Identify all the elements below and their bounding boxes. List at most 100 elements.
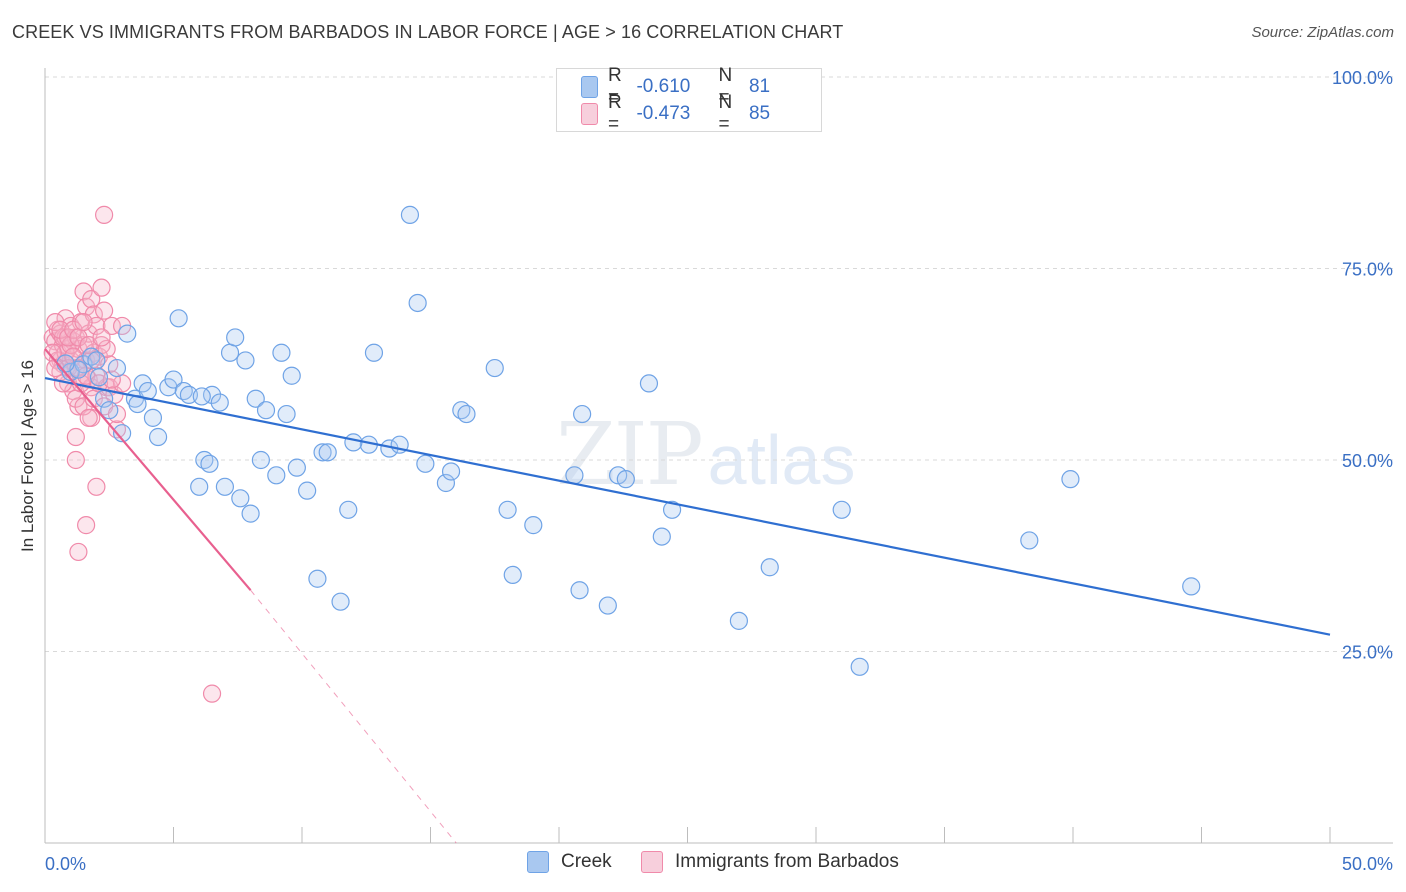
legend-r-value: -0.473 xyxy=(636,103,691,124)
barbados-point xyxy=(66,427,85,447)
creek-point xyxy=(236,351,255,370)
creek-point xyxy=(416,454,435,473)
creek-point xyxy=(570,581,589,600)
creek-point xyxy=(616,470,635,489)
creek-point xyxy=(143,408,163,427)
barbados-point xyxy=(79,408,98,427)
creek-point xyxy=(100,401,119,420)
creek-point xyxy=(192,387,211,406)
barbados-point xyxy=(202,684,222,703)
legend-n-label: N = xyxy=(718,65,733,108)
series-label-creek: Creek xyxy=(561,851,612,872)
creek-point xyxy=(729,611,749,630)
creek-point xyxy=(364,343,384,362)
creek-point xyxy=(573,404,592,424)
watermark-zip: ZIP xyxy=(556,405,704,505)
creek-point xyxy=(344,433,363,452)
creek-point xyxy=(89,368,109,387)
creek-point xyxy=(231,489,250,508)
creek-point xyxy=(598,596,617,615)
y-tick-label: 75.0% xyxy=(1342,260,1393,280)
creek-point xyxy=(1061,470,1080,489)
source-label: Source: ZipAtlas.com xyxy=(1251,24,1394,41)
series-legend-barbados[interactable]: Immigrants from Barbados xyxy=(641,851,899,873)
creek-point xyxy=(169,309,188,328)
creek-point xyxy=(256,401,276,420)
creek-point xyxy=(1182,577,1201,596)
series-label-barbados: Immigrants from Barbados xyxy=(675,851,899,872)
barbados-point xyxy=(92,328,111,347)
barbados-point xyxy=(84,305,103,324)
creek-point xyxy=(400,205,420,224)
creek-point xyxy=(313,443,332,462)
creek-point xyxy=(1020,531,1039,550)
legend-n-value: 81 xyxy=(748,76,771,97)
x-tick-label: 0.0% xyxy=(45,854,86,874)
creek-point xyxy=(112,424,132,443)
creek-point xyxy=(118,324,137,343)
barbados-point xyxy=(74,397,93,416)
legend-r-value: -0.610 xyxy=(636,76,691,97)
barbados-point xyxy=(102,316,121,336)
series-legend-creek[interactable]: Creek xyxy=(527,851,612,873)
barbados-point xyxy=(95,205,114,224)
barbados-point xyxy=(43,343,62,362)
barbados-point xyxy=(77,516,96,535)
creek-point xyxy=(318,443,337,462)
barbados-point xyxy=(66,450,85,470)
barbados-point xyxy=(87,477,106,496)
series-swatch-creek xyxy=(527,851,549,873)
creek-point xyxy=(107,358,127,378)
creek-point xyxy=(832,500,851,519)
correlation-legend: R = -0.610 N = 81 R = -0.473 N = 85 xyxy=(556,65,822,135)
creek-point xyxy=(87,351,106,370)
barbados-trend-line xyxy=(44,348,252,591)
creek-point xyxy=(436,473,456,493)
series-legend: Creek Immigrants from Barbados xyxy=(0,851,1406,879)
creek-point xyxy=(241,504,260,523)
y-tick-label: 25.0% xyxy=(1342,643,1393,663)
barbados-point xyxy=(74,282,93,301)
creek-point xyxy=(220,343,240,362)
legend-r-label: R = xyxy=(607,65,622,108)
legend-r-label: R = xyxy=(607,92,622,135)
creek-point xyxy=(408,293,427,313)
creek-point xyxy=(441,462,461,481)
creek-point xyxy=(148,427,168,447)
creek-point xyxy=(565,466,584,485)
creek-point xyxy=(498,500,517,519)
barbados-point xyxy=(92,278,111,297)
legend-row-creek: R = -0.610 N = 81 xyxy=(581,65,821,108)
legend-n-label: N = xyxy=(718,92,733,135)
creek-point xyxy=(272,343,291,362)
barbados-trend-extension xyxy=(250,589,457,844)
creek-point xyxy=(331,592,350,611)
creek-point xyxy=(639,374,659,393)
creek-point xyxy=(277,404,296,424)
creek-point xyxy=(56,354,75,373)
creek-point xyxy=(485,358,504,378)
barbados-point xyxy=(51,320,70,339)
creek-point xyxy=(524,516,543,535)
creek-point xyxy=(850,657,869,676)
chart-title: CREEK VS IMMIGRANTS FROM BARBADOS IN LAB… xyxy=(12,22,844,42)
creek-point xyxy=(215,477,234,496)
legend-row-barbados: R = -0.473 N = 85 xyxy=(581,92,821,135)
barbados-point xyxy=(97,339,116,359)
legend-n-value: 85 xyxy=(748,103,771,124)
barbados-point xyxy=(82,290,101,309)
creek-point xyxy=(226,328,245,347)
y-tick-label: 50.0% xyxy=(1342,451,1393,471)
y-tick-label: 100.0% xyxy=(1332,68,1393,88)
creek-point xyxy=(308,569,327,588)
creek-point xyxy=(190,477,209,496)
creek-point xyxy=(457,404,476,424)
barbados-point xyxy=(74,313,93,332)
legend-swatch-creek xyxy=(581,76,598,98)
series-swatch-barbados xyxy=(641,851,663,873)
creek-point xyxy=(251,450,270,470)
creek-point xyxy=(287,458,306,477)
legend-swatch-barbados xyxy=(581,103,598,125)
barbados-point xyxy=(69,542,88,562)
